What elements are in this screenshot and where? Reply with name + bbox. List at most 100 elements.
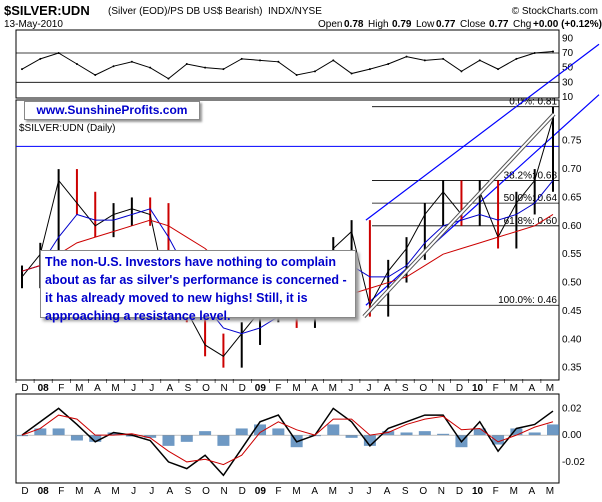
month-tick-label: M [510,383,518,394]
macd-histogram-bar [16,435,28,437]
macd-tick-label: 0.00 [562,430,582,441]
macd-histogram-bar [345,435,358,438]
site-label-box: www.SunshineProfits.com [24,101,200,120]
price-tick-label: 0.50 [562,278,582,289]
macd-panel [15,393,560,484]
macd-histogram-bar [418,431,431,436]
month-tick-label: A [94,486,101,497]
rsi-point [277,60,280,63]
header-description: (Silver (EOD)/PS DB US$ Bearish) [108,6,262,17]
macd-histogram-bar [363,435,376,446]
rsi-tick-label: 70 [562,48,574,59]
month-tick-label: M [292,383,300,394]
header-date: 13-May-2010 [4,19,63,30]
rsi-point [368,68,371,71]
month-tick-label: A [529,486,536,497]
rsi-point [552,50,554,53]
header-exchange: INDX/NYSE [268,6,322,17]
rsi-line [21,51,554,80]
ohlc-open-label: Open [318,19,342,30]
rsi-point [149,66,152,69]
macd-histogram-bar [473,428,486,436]
month-tick-label: A [384,383,391,394]
rsi-tick-label: 30 [562,77,574,88]
rsi-point [423,59,426,62]
resistance-line [363,113,555,318]
fibonacci-label: 100.0%: 0.46 [498,295,557,306]
macd-histogram-bar [162,435,175,446]
price-tick-label: 0.55 [562,249,582,260]
macd-histogram-bar [272,428,285,436]
macd-histogram-bar [547,424,559,436]
month-tick-label: M [75,486,83,497]
rsi-point [112,65,115,68]
month-tick-label: A [167,383,174,394]
rsi-tick-label: 90 [562,33,574,44]
price-panel [15,99,560,381]
month-tick-label: S [185,486,192,497]
month-tick-label: M [510,486,518,497]
month-tick-label: M [546,486,554,497]
month-tick-label: J [348,486,353,497]
ohlc-close-label: Close [460,19,486,30]
macd-histogram-bar [492,435,505,445]
ohlc-open-value: 0.78 [344,19,364,30]
macd-histogram-bar [528,432,541,436]
month-tick-label: N [438,383,445,394]
month-tick-label: M [329,383,337,394]
rsi-tick-label: 10 [562,92,574,103]
macd-line [21,407,554,477]
month-tick-label: A [311,486,318,497]
macd-histogram-bar [107,432,120,436]
ohlc-close-value: 0.77 [489,19,509,30]
macd-histogram-bar [52,428,65,436]
macd-histogram-bar [199,431,212,436]
price-tick-label: 0.60 [562,221,582,232]
ohlc-low-value: 0.77 [436,19,456,30]
macd-histogram-bar [34,428,47,436]
month-tick-label: 10 [472,383,484,394]
ohlc-high-value: 0.79 [392,19,412,30]
price-tick-label: 0.70 [562,164,582,175]
rsi-point [405,55,408,58]
month-tick-label: O [202,486,210,497]
month-tick-label: O [419,383,427,394]
rsi-point [94,74,97,76]
month-tick-label: 08 [38,486,50,497]
month-tick-label: F [493,383,499,394]
rsi-point [259,59,262,62]
rsi-point [442,57,445,60]
macd-tick-label: 0.02 [562,403,582,414]
rsi-point [515,57,518,60]
month-tick-label: F [493,486,499,497]
macd-histogram-bar [254,424,267,436]
axis-layer: D 08 F M A M J J A S O N D 09 F M A M J J A S O N D 10 F M A MD 08 F M A M… [15,379,554,497]
month-tick-label: 09 [255,383,267,394]
price-tick-label: 0.35 [562,363,582,374]
rsi-point [130,60,133,63]
month-tick-label: F [58,383,64,394]
macd-histogram-bar [180,435,193,442]
rsi-point [57,52,60,54]
month-tick-label: M [111,486,119,497]
month-tick-label: S [402,486,409,497]
price-tick-label: 0.40 [562,334,582,345]
price-tick-label: 0.45 [562,306,582,317]
macd-histogram-bar [89,435,102,442]
month-tick-label: M [111,383,119,394]
month-tick-label: N [221,383,228,394]
site-link[interactable]: www.SunshineProfits.com [36,103,188,117]
month-tick-label: 10 [472,486,484,497]
rsi-point [350,72,353,75]
rsi-point [533,52,536,54]
month-tick-label: S [185,383,192,394]
ohlc-high-label: High [368,19,389,30]
month-tick-label: N [221,486,228,497]
rsi-layer: 1030507090 [16,33,574,103]
price-tick-label: 0.65 [562,192,582,203]
rsi-point [21,68,23,71]
macd-histogram-bar [70,435,83,441]
month-tick-label: D [21,486,28,497]
macd-layer: -0.02 0.00 0.02 [16,403,585,477]
